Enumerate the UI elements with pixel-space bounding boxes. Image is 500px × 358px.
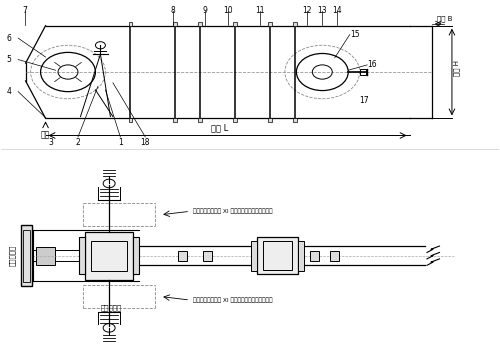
Text: 12: 12 xyxy=(302,6,312,15)
Text: 3: 3 xyxy=(48,138,53,147)
Bar xyxy=(128,118,132,122)
Text: 9: 9 xyxy=(202,6,207,15)
Text: 4: 4 xyxy=(7,87,12,96)
Text: 1: 1 xyxy=(118,138,122,147)
Bar xyxy=(178,251,187,261)
Bar xyxy=(92,241,127,271)
Bar xyxy=(20,225,32,286)
Bar xyxy=(86,232,133,280)
Bar xyxy=(174,23,177,26)
Text: 17: 17 xyxy=(360,96,370,105)
Bar xyxy=(198,23,202,26)
Bar xyxy=(257,237,298,274)
Bar xyxy=(360,69,366,75)
Bar xyxy=(293,23,296,26)
Text: 出料: 出料 xyxy=(41,130,50,139)
Bar xyxy=(293,118,296,122)
Text: 图中虚线表示的是 XI 制造在驱振动装置内外形图: 图中虚线表示的是 XI 制造在驱振动装置内外形图 xyxy=(192,297,272,303)
Bar xyxy=(36,247,54,265)
Text: 15: 15 xyxy=(350,30,360,39)
Text: 2: 2 xyxy=(76,138,80,147)
Bar xyxy=(310,251,320,261)
Text: 13: 13 xyxy=(318,6,327,15)
Text: 14: 14 xyxy=(332,6,342,15)
Text: 传动链中心: 传动链中心 xyxy=(101,305,122,311)
Text: 10: 10 xyxy=(223,6,232,15)
Bar xyxy=(174,118,177,122)
Text: 机宽 B: 机宽 B xyxy=(437,15,452,22)
Bar xyxy=(330,251,340,261)
Text: 7: 7 xyxy=(22,6,27,15)
Text: 16: 16 xyxy=(367,61,377,69)
Text: 6: 6 xyxy=(7,34,12,43)
Text: 18: 18 xyxy=(140,138,150,147)
Text: 机高 H: 机高 H xyxy=(454,61,460,77)
Bar xyxy=(203,251,212,261)
Bar xyxy=(268,118,272,122)
Bar xyxy=(133,237,139,274)
Bar xyxy=(298,241,304,271)
Text: 11: 11 xyxy=(255,6,264,15)
Bar xyxy=(80,237,86,274)
Text: 8: 8 xyxy=(170,6,175,15)
Text: 5: 5 xyxy=(7,55,12,64)
Text: 图中虚线表示的是 XI 制造在驱振动装置的外形图: 图中虚线表示的是 XI 制造在驱振动装置的外形图 xyxy=(192,208,272,214)
Bar xyxy=(234,118,237,122)
Bar xyxy=(268,23,272,26)
Bar xyxy=(263,241,292,270)
Text: 驱运机中心: 驱运机中心 xyxy=(9,245,16,266)
Bar xyxy=(234,23,237,26)
Bar xyxy=(22,229,30,282)
Text: 机长 L: 机长 L xyxy=(212,124,228,133)
Bar xyxy=(251,241,257,271)
Bar xyxy=(128,23,132,26)
Bar xyxy=(198,118,202,122)
